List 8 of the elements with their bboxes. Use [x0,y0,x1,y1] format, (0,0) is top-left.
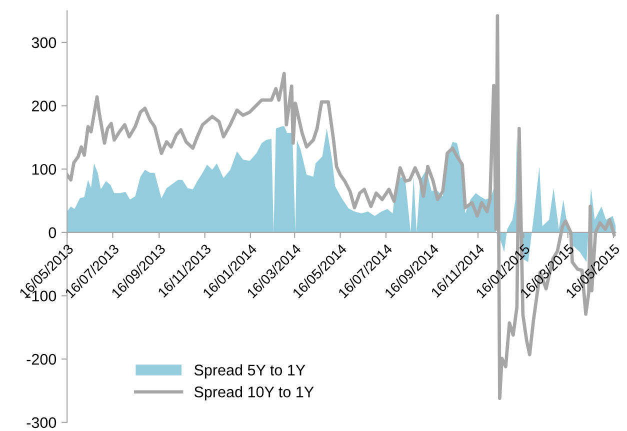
legend-label: Spread 5Y to 1Y [194,364,306,379]
y-tick-label: 100 [32,164,56,175]
legend-label: Spread 10Y to 1Y [194,386,314,400]
y-tick-label: -300 [26,417,56,428]
y-tick-label: 0 [48,227,56,238]
y-tick-label: 200 [32,100,56,112]
y-tick-label: -200 [26,354,56,365]
y-tick-label: 300 [32,37,56,48]
